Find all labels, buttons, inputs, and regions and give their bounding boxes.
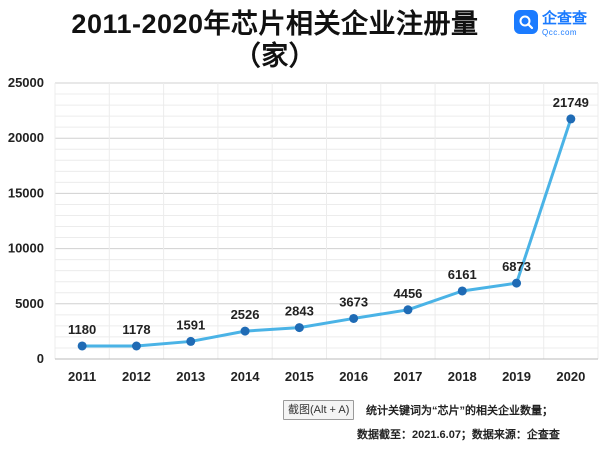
data-point	[566, 114, 576, 124]
series-layer	[77, 114, 576, 351]
data-label: 1178	[122, 322, 150, 337]
series-line	[82, 118, 573, 348]
chart-title: 2011-2020年芯片相关企业注册量	[71, 9, 479, 39]
data-label: 2843	[285, 304, 314, 319]
data-point	[349, 313, 359, 323]
data-label: 4456	[393, 286, 422, 301]
data-label: 6873	[502, 259, 531, 274]
x-tick-label: 2013	[176, 369, 205, 384]
y-tick-label: 10000	[8, 241, 44, 256]
data-label: 21749	[553, 95, 589, 110]
footnote-source: 数据截至：2021.6.07；数据来源：企查查	[357, 429, 560, 441]
data-label: 6161	[448, 267, 477, 282]
x-tick-label: 2016	[339, 369, 368, 384]
data-label: 1180	[68, 322, 96, 337]
x-tick-label: 2011	[68, 369, 96, 384]
x-tick-label: 2012	[122, 369, 151, 384]
data-label: 3673	[339, 294, 368, 309]
footnote-keyword: 统计关键词为“芯片”的相关企业数量；	[366, 405, 553, 417]
x-tick-label: 2014	[231, 369, 261, 384]
x-tick-label: 2018	[448, 369, 477, 384]
data-point	[457, 286, 467, 296]
x-tick-label: 2019	[502, 369, 531, 384]
data-point	[512, 278, 522, 288]
brand-name: 企查查	[542, 10, 588, 27]
y-tick-label: 0	[37, 351, 44, 366]
qichacha-logo-icon	[514, 10, 538, 34]
data-point	[294, 323, 304, 333]
y-tick-label: 20000	[8, 130, 44, 145]
y-tick-label: 5000	[15, 296, 44, 311]
grid-layer	[54, 82, 599, 360]
data-point	[240, 326, 250, 336]
chart-title-unit: （家）	[233, 41, 317, 71]
x-tick-label: 2017	[393, 369, 422, 384]
x-tick-label: 2020	[556, 369, 585, 384]
y-tick-label: 15000	[8, 185, 44, 200]
screenshot-tooltip: 截图(Alt + A)	[283, 400, 355, 420]
brand-domain: Qcc.com	[542, 28, 578, 37]
data-point	[77, 341, 87, 351]
y-tick-label: 25000	[8, 75, 44, 90]
data-point	[403, 305, 413, 315]
data-label: 2526	[231, 307, 260, 322]
data-point	[131, 341, 141, 351]
axis-layer: 0 5000 10000 15000 20000 25000 2011 2012 2013 201…	[8, 75, 598, 384]
data-label: 1591	[176, 317, 205, 332]
brand-logo: 企查查 Qcc.com	[514, 10, 604, 50]
x-tick-label: 2015	[285, 369, 314, 384]
data-point	[186, 336, 196, 346]
label-layer: 1180 1178 1591 2526 2843 3673 4456 6161 6873 2174…	[68, 95, 589, 337]
